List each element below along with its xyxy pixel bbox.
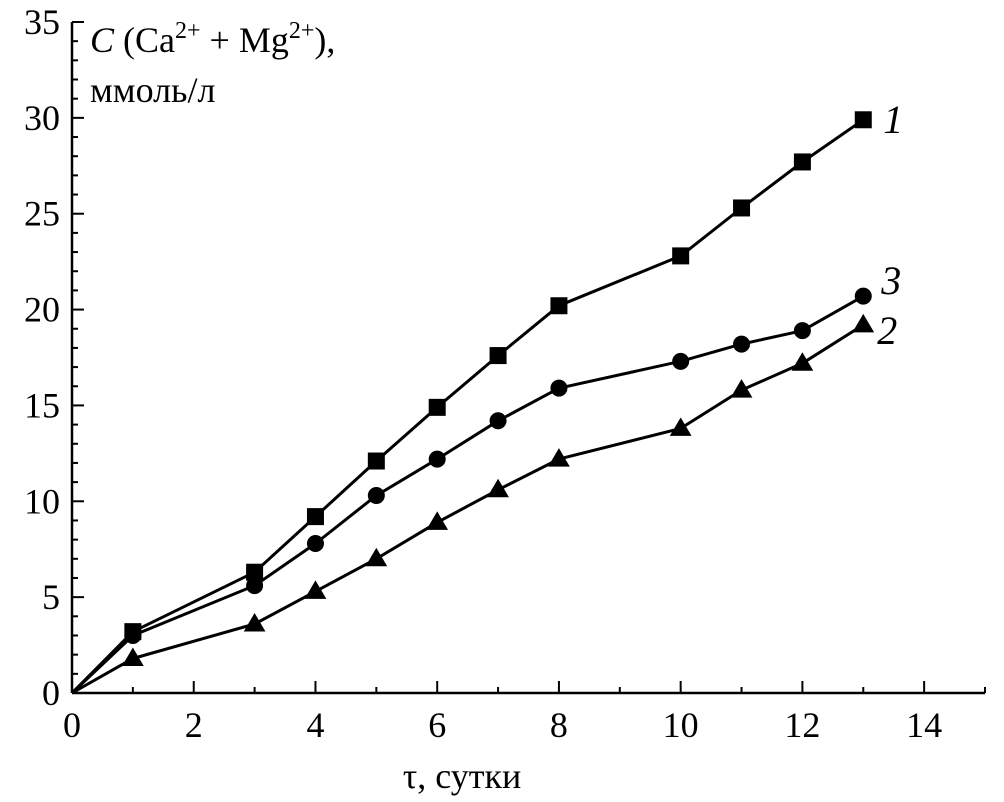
data-point-square (367, 452, 385, 470)
data-point-circle (124, 626, 142, 644)
data-point-circle (367, 487, 385, 505)
data-point-square (672, 247, 690, 265)
data-point-triangle (243, 612, 266, 632)
series-group (70, 111, 875, 695)
data-point-circle (246, 577, 264, 595)
x-tick-label: 12 (784, 705, 820, 745)
x-tick-label: 0 (63, 705, 81, 745)
series-label-1: 1 (883, 97, 903, 142)
data-point-circle (428, 450, 446, 468)
y-tick-label: 20 (24, 290, 60, 330)
y-tick-label: 30 (24, 98, 60, 138)
data-point-circle (793, 322, 811, 340)
y-tick-label: 15 (24, 385, 60, 425)
x-tick-label: 6 (428, 705, 446, 745)
data-point-circle (854, 287, 872, 305)
data-point-square (854, 111, 872, 129)
data-point-square (428, 398, 446, 416)
data-point-triangle (791, 352, 814, 371)
y-tick-label: 25 (24, 194, 60, 234)
series-label-3: 3 (880, 258, 901, 303)
data-point-circle (306, 534, 324, 552)
x-tick-label: 8 (550, 705, 568, 745)
x-tick-label: 14 (906, 705, 942, 745)
data-point-triangle (730, 379, 753, 398)
data-point-triangle (852, 313, 875, 333)
series-labels: 1 3 2 (877, 97, 903, 353)
data-point-triangle (426, 511, 449, 530)
x-tick-label: 10 (663, 705, 699, 745)
data-point-square (550, 297, 568, 315)
data-point-triangle (548, 448, 570, 467)
data-point-circle (672, 352, 690, 370)
series-line-1 (70, 118, 865, 695)
y-tick-label: 0 (42, 673, 60, 713)
data-point-square (793, 153, 811, 171)
series-2 (71, 313, 875, 695)
series-line-3 (70, 294, 865, 695)
data-point-triangle (669, 417, 692, 436)
y-tick-label: 5 (42, 577, 60, 617)
data-point-triangle (304, 580, 327, 599)
series-line-2 (71, 323, 865, 695)
series-3 (70, 287, 872, 695)
data-point-triangle (487, 478, 509, 498)
data-point-square (306, 508, 324, 526)
y-axis-label: C (Ca2+ + Mg2+), (90, 18, 335, 60)
x-axis-label: τ, сутки (403, 756, 521, 796)
x-tick-label: 4 (306, 705, 324, 745)
y-tick-label: 35 (24, 2, 60, 42)
data-point-square (489, 347, 507, 365)
y-axis-unit-label: ммоль/л (90, 70, 215, 110)
series-label-2: 2 (877, 308, 897, 353)
data-point-square (733, 199, 751, 217)
x-tick-label: 2 (185, 705, 203, 745)
data-point-triangle (121, 647, 144, 666)
data-point-circle (550, 379, 568, 397)
series-1 (70, 111, 872, 695)
data-point-circle (489, 412, 507, 430)
data-point-triangle (365, 547, 388, 567)
axes (70, 22, 985, 695)
data-point-circle (733, 335, 751, 353)
y-tick-label: 10 (24, 481, 60, 521)
